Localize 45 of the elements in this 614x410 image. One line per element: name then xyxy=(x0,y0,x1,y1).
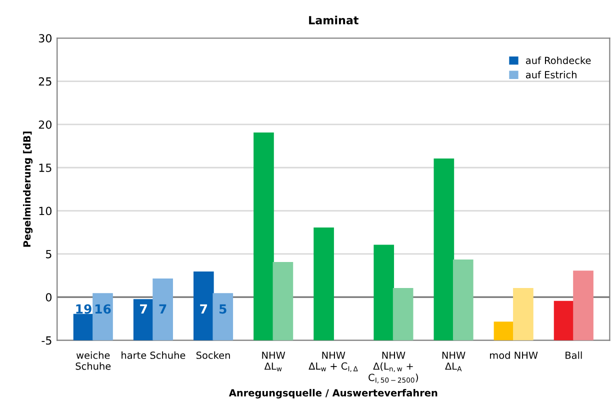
bar xyxy=(554,300,574,340)
chart-title: Laminat xyxy=(309,16,358,24)
legend-label: auf Estrich xyxy=(526,70,576,78)
x-tick-label: mod NHW xyxy=(490,351,538,359)
bar xyxy=(374,244,394,340)
bar xyxy=(212,293,234,340)
bar xyxy=(133,299,154,340)
x-tick-label: Socken xyxy=(196,351,230,359)
y-tick-label: 30 xyxy=(38,34,52,43)
x-tick-label: NHW ΔL$_{w}$ xyxy=(262,352,286,372)
bar xyxy=(573,270,594,340)
y-tick-label: 15 xyxy=(39,164,52,172)
bar xyxy=(152,278,173,340)
x-tick-label: NHW ΔL$_{w}$ + C$_{I,Δ}$ xyxy=(308,352,358,372)
annotation: 7 xyxy=(200,304,208,314)
x-tick-label: weiche Schuhe xyxy=(76,351,111,370)
y-tick-label: 20 xyxy=(38,120,52,129)
annotation: 5 xyxy=(220,304,226,314)
legend-label: auf Rohdecke xyxy=(526,56,591,64)
x-axis-title: Anregungsquelle / Auswerteverfahren xyxy=(228,388,438,398)
bar xyxy=(392,288,414,340)
bar xyxy=(434,158,454,340)
y-tick-label: 10 xyxy=(39,206,52,216)
y-tick-label: 5 xyxy=(46,250,52,258)
y-tick-label: -5 xyxy=(42,336,52,345)
y-tick-label: 0 xyxy=(46,293,52,302)
bar xyxy=(314,228,334,340)
bar xyxy=(73,314,94,340)
x-tick-label: NHW ΔL$_{A}$ xyxy=(442,352,466,372)
bar xyxy=(494,322,514,340)
category-label: NHW Δ(L$_{n,w}$ + C$_{I,50−2500}$) xyxy=(368,352,418,384)
annotation: 16 xyxy=(95,304,111,314)
y-tick-label: 25 xyxy=(38,77,52,86)
x-tick-label: harte Schuhe xyxy=(122,351,186,359)
bar xyxy=(452,259,474,340)
bar xyxy=(193,272,214,340)
bar xyxy=(254,132,274,340)
bar xyxy=(92,293,113,340)
bar xyxy=(513,288,534,340)
bar xyxy=(272,262,294,340)
annotation: 7 xyxy=(140,304,147,314)
annotation: 19 xyxy=(76,304,92,314)
annotation: 7 xyxy=(159,304,166,314)
x-tick-label: Ball xyxy=(566,351,582,359)
y-axis-title: Pegelminderung [dB] xyxy=(23,132,33,247)
